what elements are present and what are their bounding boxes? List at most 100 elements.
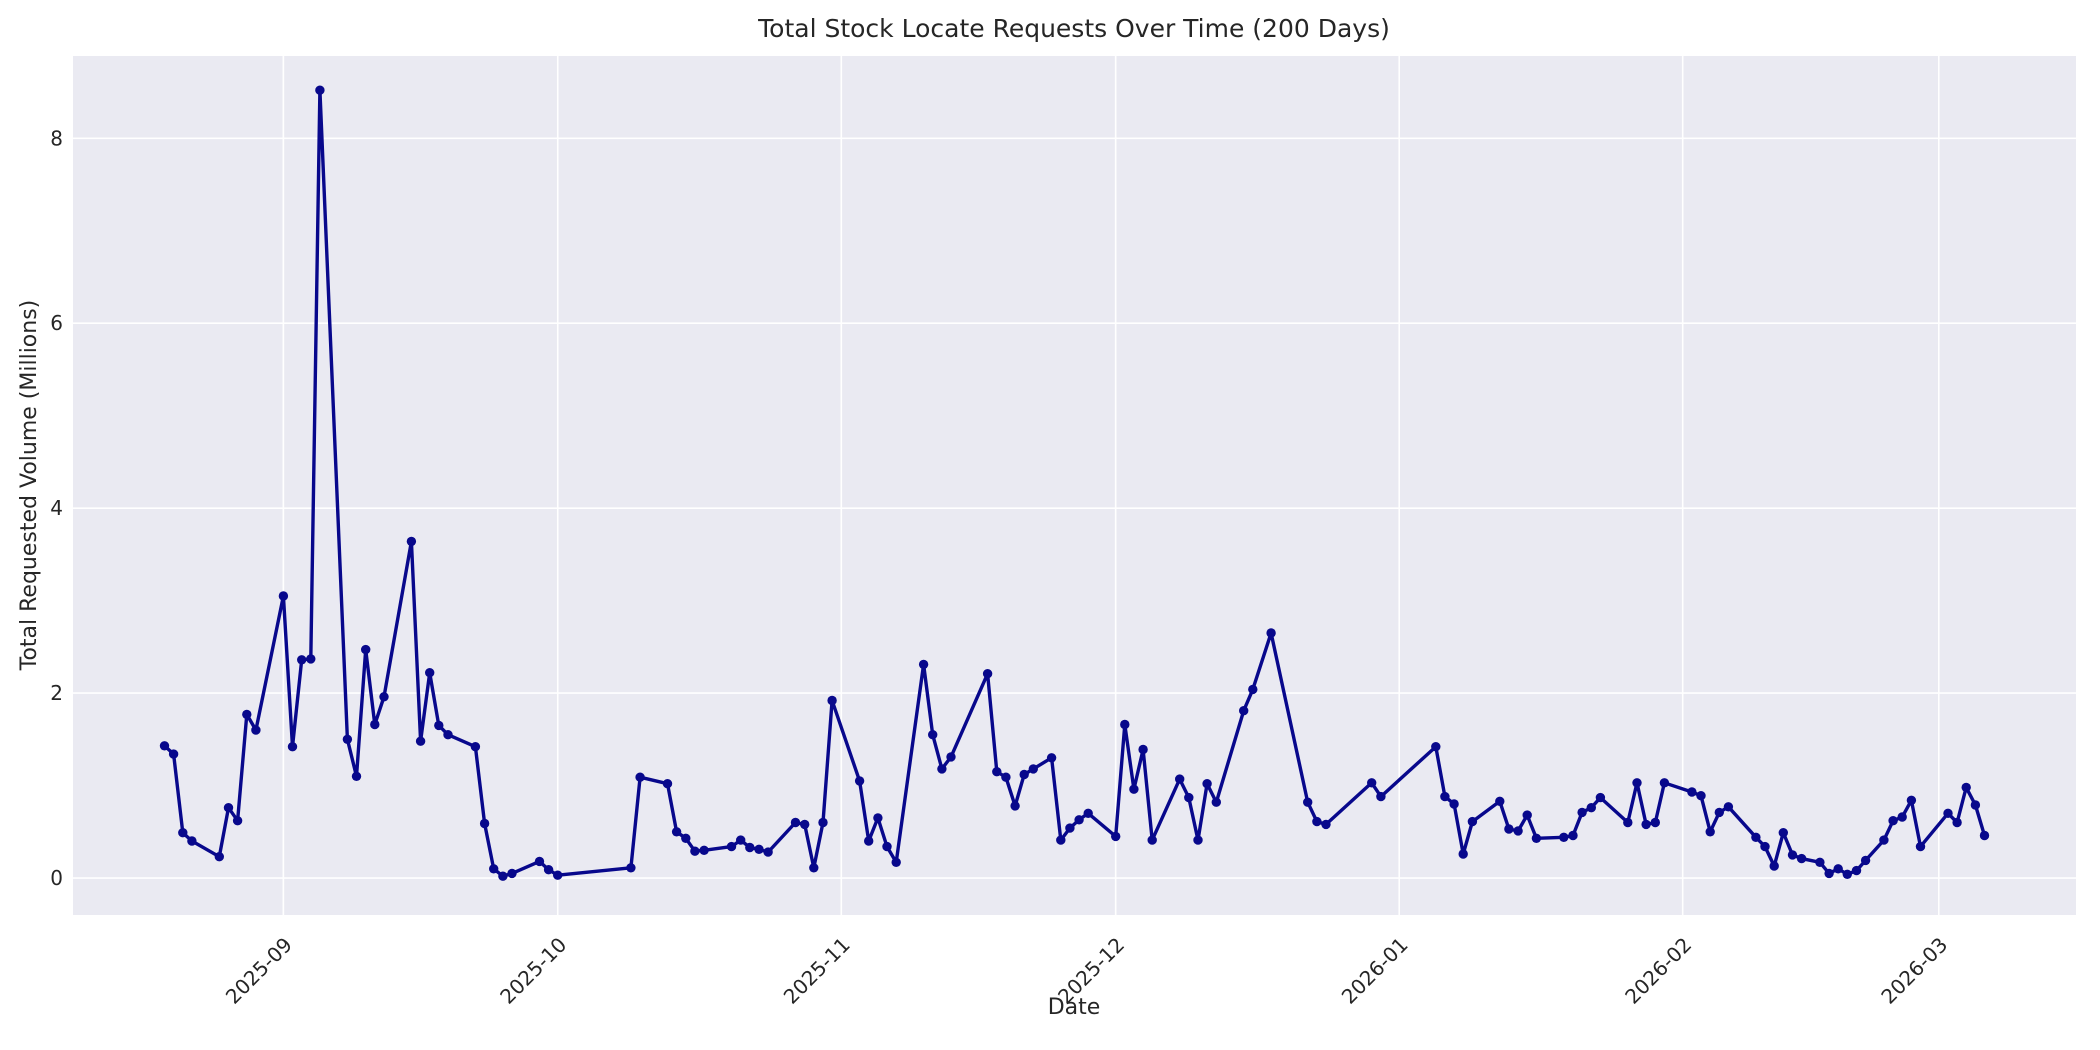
data-point xyxy=(1184,792,1194,803)
data-point xyxy=(1440,791,1450,802)
data-point xyxy=(297,655,307,665)
data-point xyxy=(891,857,901,867)
data-point xyxy=(1321,819,1331,830)
data-point xyxy=(351,771,362,781)
data-point xyxy=(882,841,892,852)
data-point xyxy=(918,659,929,670)
y-tick-labels: 0 2 4 6 8 xyxy=(50,126,63,890)
data-point xyxy=(1961,782,1971,793)
data-point xyxy=(1531,833,1542,843)
x-tick-label: 2026-01 xyxy=(1337,933,1413,1009)
data-point xyxy=(873,813,883,823)
data-point xyxy=(1751,832,1761,842)
data-point xyxy=(1623,817,1633,828)
data-point xyxy=(982,669,993,679)
x-tick-label: 2026-03 xyxy=(1876,933,1952,1009)
data-point xyxy=(342,734,353,744)
data-point xyxy=(1193,835,1203,845)
data-point xyxy=(1028,764,1039,774)
data-point xyxy=(1120,719,1130,730)
data-point xyxy=(726,841,737,852)
data-point xyxy=(763,847,773,857)
data-point xyxy=(790,817,801,828)
data-point xyxy=(662,779,673,789)
data-point xyxy=(626,863,636,873)
data-point xyxy=(168,749,179,759)
data-point xyxy=(1906,795,1917,805)
data-point xyxy=(1010,801,1020,811)
data-point xyxy=(1879,835,1889,845)
y-tick-label: 0 xyxy=(50,866,63,890)
data-point xyxy=(1970,800,1981,810)
data-point xyxy=(1796,853,1807,864)
data-point xyxy=(425,668,435,678)
x-axis-label: Date xyxy=(1048,995,1101,1020)
data-point xyxy=(1211,797,1222,807)
data-point xyxy=(1467,816,1478,827)
data-point xyxy=(443,730,453,740)
data-point xyxy=(864,836,874,846)
data-point xyxy=(1074,815,1084,825)
data-point xyxy=(1851,865,1862,876)
data-point xyxy=(1303,797,1313,807)
x-tick-label: 2025-11 xyxy=(779,933,855,1009)
data-point xyxy=(434,720,444,731)
data-point xyxy=(278,591,289,601)
data-point xyxy=(1083,808,1093,818)
data-point xyxy=(1824,868,1834,879)
data-point xyxy=(1376,791,1386,802)
data-point xyxy=(1696,791,1706,801)
data-point xyxy=(315,85,325,95)
data-point xyxy=(1815,857,1825,867)
data-point xyxy=(1175,774,1185,784)
data-point-markers xyxy=(159,85,1990,881)
data-point xyxy=(507,868,517,879)
data-point xyxy=(498,871,508,881)
data-point xyxy=(1650,817,1661,828)
data-point xyxy=(232,816,243,826)
data-point xyxy=(251,725,261,735)
data-point xyxy=(287,742,298,752)
data-point xyxy=(553,870,563,880)
data-point xyxy=(1019,769,1029,780)
x-tick-label: 2026-02 xyxy=(1620,933,1696,1009)
data-point xyxy=(489,864,499,874)
data-point xyxy=(1559,832,1569,842)
data-point xyxy=(1568,830,1578,841)
data-point xyxy=(754,844,764,854)
vertical-gridlines xyxy=(282,56,1940,915)
data-point xyxy=(1952,817,1962,828)
data-point xyxy=(1659,778,1670,788)
data-point xyxy=(1915,841,1926,852)
data-point xyxy=(1001,772,1011,782)
data-point xyxy=(187,836,197,846)
data-point xyxy=(543,865,554,875)
data-point xyxy=(1248,684,1258,695)
data-point xyxy=(1046,753,1057,763)
data-point xyxy=(470,742,481,752)
data-point xyxy=(159,741,170,751)
data-point xyxy=(1129,784,1139,794)
chart-title: Total Stock Locate Requests Over Time (2… xyxy=(757,14,1390,43)
data-point xyxy=(928,730,938,740)
data-point xyxy=(1312,816,1322,827)
data-point xyxy=(1723,802,1734,812)
plot-area xyxy=(73,56,2076,915)
data-point xyxy=(1266,628,1276,638)
data-point xyxy=(1714,807,1725,818)
y-tick-label: 8 xyxy=(50,126,63,150)
data-point xyxy=(671,827,682,837)
data-point xyxy=(415,736,426,746)
data-point xyxy=(1431,742,1441,752)
data-point xyxy=(681,833,691,843)
data-point xyxy=(818,817,828,828)
data-point xyxy=(800,819,810,830)
data-point xyxy=(1504,824,1514,834)
data-point xyxy=(1787,850,1798,860)
data-point xyxy=(827,695,837,706)
data-point xyxy=(370,719,380,730)
y-axis-label: Total Requested Volume (Millions) xyxy=(17,300,42,672)
data-point xyxy=(690,846,700,856)
y-tick-label: 4 xyxy=(50,496,63,520)
